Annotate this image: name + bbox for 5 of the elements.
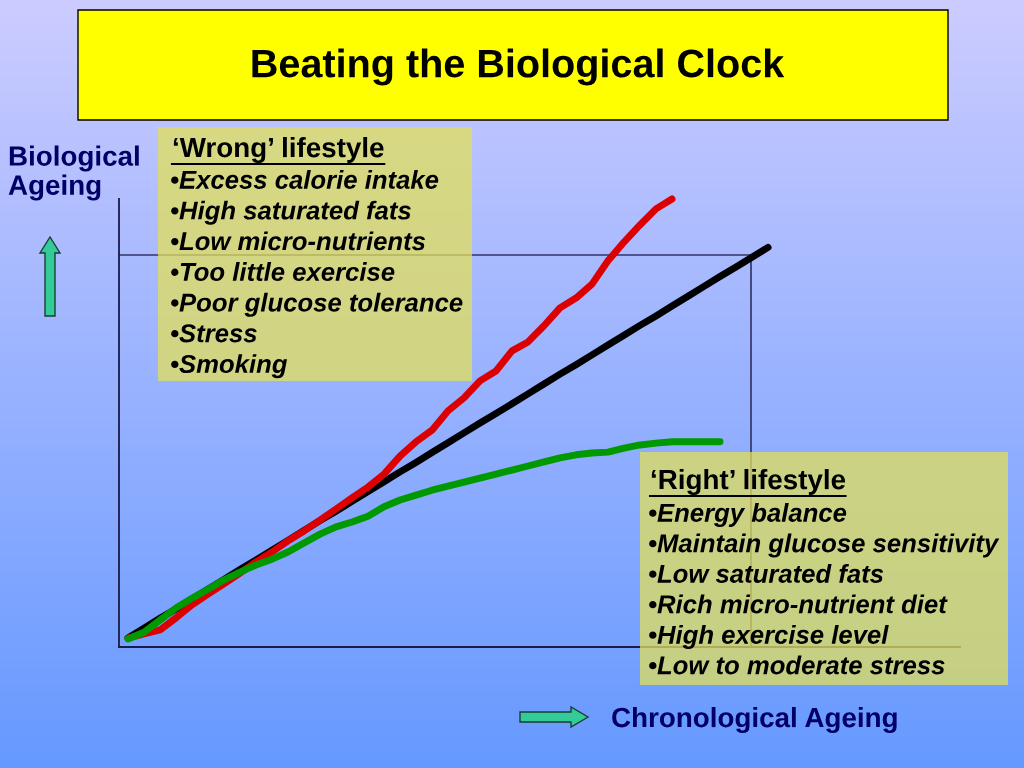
x-axis-title: Chronological Ageing (612, 706, 897, 734)
annotation: ‘Right’ lifestyle •Energy balance •Maintain glucose sensitivity •Low saturated fats •Rich micro-nutrient diet •High exercise level •Low to moderate stress (649, 468, 1000, 675)
annotation: ‘Wrong’ lifestyle •Excess calorie intake •High saturated fats •Low micro-nutrients •Too little exercise •Poor glucose tolerance •Stress •Smoking (171, 136, 463, 379)
y-axis-title: Biological Ageing (8, 145, 139, 201)
chart-title: Beating the Biological Clock (252, 48, 785, 86)
